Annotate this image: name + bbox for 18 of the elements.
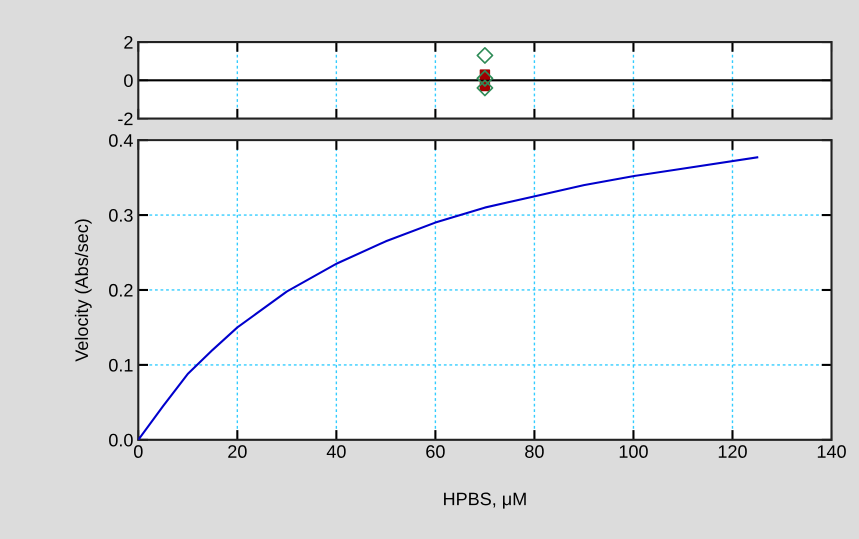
y-tick-label: 0.2 (109, 284, 133, 297)
y-axis-title: Velocity (Abs/sec) (74, 219, 92, 362)
x-axis-title: HPBS, μM (444, 492, 526, 509)
x-tick-label: 120 (718, 445, 747, 458)
y-tick-label: 0 (124, 74, 133, 88)
x-tick-label: 20 (228, 445, 247, 458)
y-tick-label: 0.1 (109, 358, 133, 372)
x-tick-label: 100 (620, 445, 648, 458)
x-tick-label: 140 (818, 445, 846, 458)
x-tick-label: 40 (326, 445, 346, 458)
y-tick-label: -2 (118, 112, 133, 126)
x-tick-label: 60 (426, 445, 445, 458)
y-tick-label: 0.3 (109, 208, 133, 222)
y-tick-label: 0.4 (109, 134, 133, 147)
y-tick-label: 2 (124, 36, 133, 49)
x-tick-label: 80 (525, 445, 544, 458)
y-tick-label: 0.0 (109, 434, 133, 447)
x-tick-label: 0 (134, 445, 143, 458)
